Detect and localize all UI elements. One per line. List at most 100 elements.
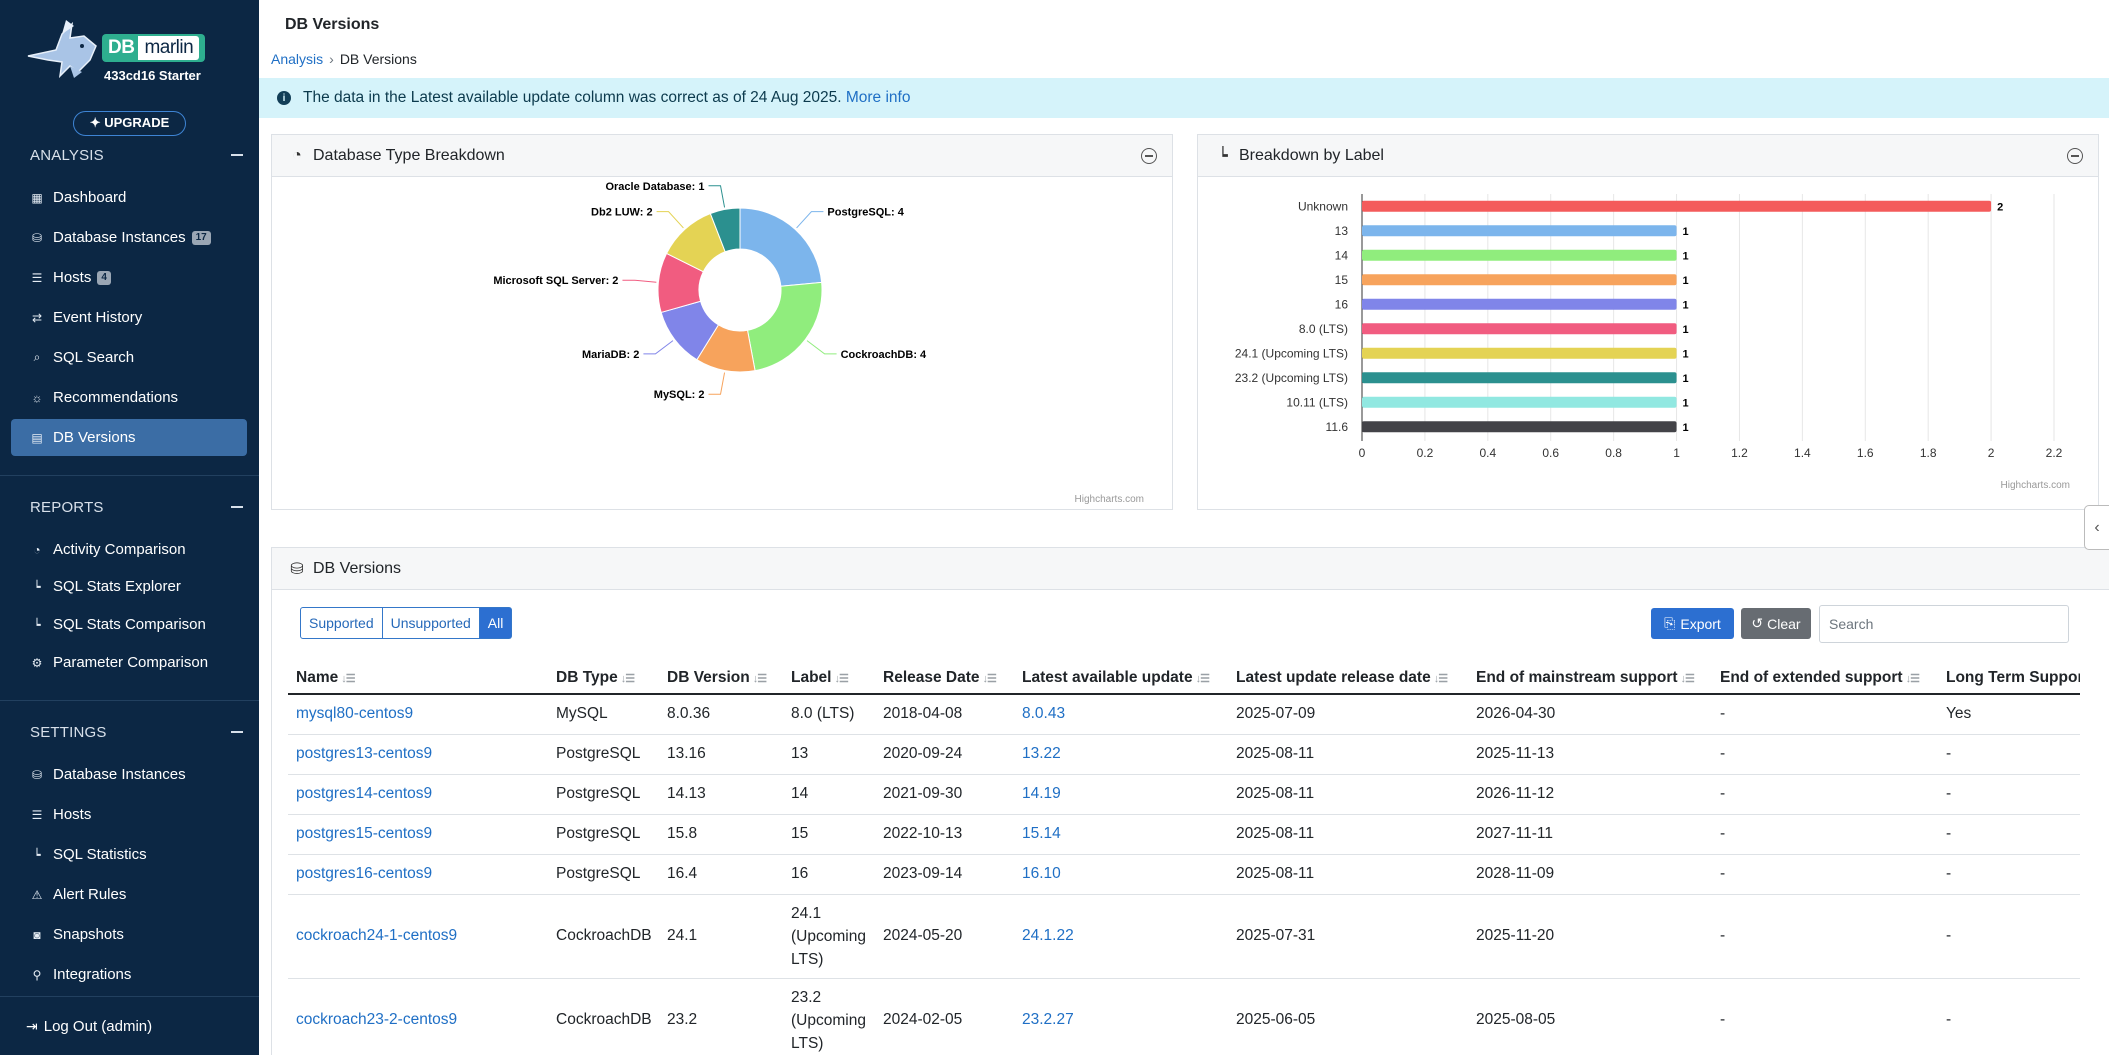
sidebar-item-hosts[interactable]: ☰ Hosts 4 bbox=[11, 259, 247, 296]
sidebar-item-integrations[interactable]: ⚲ Integrations bbox=[11, 956, 247, 993]
sidebar-item-sql-statistics[interactable]: ┕ SQL Statistics bbox=[11, 836, 247, 873]
sidebar-item-settings-hosts[interactable]: ☰ Hosts bbox=[31, 806, 92, 823]
bar[interactable] bbox=[1362, 323, 1677, 335]
sidebar-item-database-instances[interactable]: ⛁ Database Instances 17 bbox=[11, 219, 247, 256]
data-label: 1 bbox=[1683, 348, 1689, 360]
bar[interactable] bbox=[1362, 274, 1677, 286]
column-header[interactable]: DB Version ↓☰ bbox=[659, 662, 783, 695]
table-cell: 8.0.36 bbox=[659, 694, 783, 735]
category-label: 24.1 (Upcoming LTS) bbox=[1235, 346, 1348, 360]
pie-slice[interactable] bbox=[746, 281, 823, 372]
column-header[interactable]: Name ↓☰ bbox=[288, 662, 548, 695]
upgrade-button[interactable]: ✦ UPGRADE bbox=[73, 111, 186, 136]
instance-name-link[interactable]: cockroach24-1-centos9 bbox=[288, 894, 548, 979]
sort-icon[interactable]: ↓☰ bbox=[982, 672, 997, 685]
instance-name-link[interactable]: mysql80-centos9 bbox=[288, 694, 548, 735]
pie-slice[interactable] bbox=[709, 207, 741, 253]
db-versions-table-container[interactable]: Name ↓☰ DB Type ↓☰ DB Version ↓☰ Label ↓☰ Releas… bbox=[288, 662, 2080, 1055]
bar[interactable] bbox=[1362, 225, 1677, 237]
sort-icon[interactable]: ↓☰ bbox=[620, 672, 635, 685]
table-cell: - bbox=[1712, 774, 1938, 815]
sort-icon[interactable]: ↓☰ bbox=[1433, 672, 1448, 685]
lightbulb-icon: ☼ bbox=[31, 390, 43, 405]
sidebar-item-db-versions[interactable]: ▤ DB Versions bbox=[11, 419, 247, 456]
bar[interactable] bbox=[1362, 298, 1677, 310]
table-cell: Yes bbox=[1938, 694, 2080, 735]
chart-credit[interactable]: Highcharts.com bbox=[1075, 494, 1144, 505]
instance-name-link[interactable]: postgres16-centos9 bbox=[288, 854, 548, 895]
sidebar-item-sql-stats-comparison[interactable]: ┕ SQL Stats Comparison bbox=[11, 606, 247, 643]
bar[interactable] bbox=[1362, 421, 1677, 433]
latest-update-link[interactable]: 14.19 bbox=[1014, 774, 1228, 815]
export-file-icon: ⎘ bbox=[1664, 615, 1676, 631]
latest-update-link[interactable]: 24.1.22 bbox=[1014, 894, 1228, 979]
column-header[interactable]: End of mainstream support ↓☰ bbox=[1468, 662, 1712, 695]
collapse-icon[interactable] bbox=[2067, 148, 2083, 164]
sidebar-item-sql-search[interactable]: ⌕ SQL Search bbox=[11, 339, 247, 376]
filter-unsupported-button[interactable]: Unsupported bbox=[382, 607, 480, 639]
bar[interactable] bbox=[1362, 396, 1677, 408]
logout-link[interactable]: ⇥ Log Out (admin) bbox=[26, 1018, 153, 1035]
latest-update-link[interactable]: 23.2.27 bbox=[1014, 978, 1228, 1055]
settings-section-header[interactable]: SETTINGS bbox=[0, 717, 259, 747]
sidebar-item-sql-stats-explorer[interactable]: ┕ SQL Stats Explorer bbox=[11, 568, 247, 605]
column-header[interactable]: Latest update release date ↓☰ bbox=[1228, 662, 1468, 695]
bar[interactable] bbox=[1362, 347, 1677, 359]
sidebar-item-activity-comparison[interactable]: ◔ Activity Comparison bbox=[11, 531, 247, 568]
clear-button[interactable]: ↺ Clear bbox=[1741, 608, 1811, 639]
latest-update-link[interactable]: 15.14 bbox=[1014, 814, 1228, 855]
filter-supported-button[interactable]: Supported bbox=[300, 607, 383, 639]
analysis-section-header[interactable]: ANALYSIS bbox=[0, 140, 259, 170]
plug-icon: ⚲ bbox=[32, 967, 42, 982]
bar[interactable] bbox=[1362, 249, 1677, 261]
column-header[interactable]: Label ↓☰ bbox=[783, 662, 875, 695]
search-input[interactable] bbox=[1819, 605, 2069, 643]
sort-icon[interactable]: ↓☰ bbox=[1680, 672, 1695, 685]
bar[interactable] bbox=[1362, 200, 1992, 212]
table-cell: PostgreSQL bbox=[548, 854, 659, 895]
sidebar-item-settings-database-instances[interactable]: ⛁ Database Instances bbox=[31, 766, 186, 783]
table-cell: 2022-10-13 bbox=[875, 814, 1014, 855]
sort-icon[interactable]: ↓☰ bbox=[1195, 672, 1210, 685]
latest-update-link[interactable]: 8.0.43 bbox=[1014, 694, 1228, 735]
instance-name-link[interactable]: postgres14-centos9 bbox=[288, 774, 548, 815]
column-header[interactable]: Release Date ↓☰ bbox=[875, 662, 1014, 695]
sort-icon[interactable]: ↓☰ bbox=[1905, 672, 1920, 685]
column-header-label: Latest available update bbox=[1022, 668, 1193, 686]
sidebar-item-event-history[interactable]: ⇄ Event History bbox=[31, 309, 143, 326]
sidebar-item-snapshots[interactable]: ◙ Snapshots bbox=[11, 916, 247, 953]
breadcrumb-analysis-link[interactable]: Analysis bbox=[271, 51, 324, 67]
table-row: cockroach24-1-centos9 CockroachDB 24.1 24.1… bbox=[288, 894, 2080, 979]
pie-slice[interactable] bbox=[739, 207, 823, 287]
sidebar-item-recommendations[interactable]: ☼ Recommendations bbox=[31, 389, 179, 406]
reports-section-header[interactable]: REPORTS bbox=[0, 492, 259, 522]
instance-name-link[interactable]: postgres13-centos9 bbox=[288, 734, 548, 775]
collapse-icon[interactable] bbox=[1141, 148, 1157, 164]
column-header-label: End of mainstream support bbox=[1476, 668, 1678, 686]
sort-icon[interactable]: ↓☰ bbox=[752, 672, 767, 685]
instance-name-link[interactable]: postgres15-centos9 bbox=[288, 814, 548, 855]
filter-all-button[interactable]: All bbox=[479, 607, 513, 639]
bar[interactable] bbox=[1362, 372, 1677, 384]
column-header[interactable]: End of extended support ↓☰ bbox=[1712, 662, 1938, 695]
chevron-left-icon[interactable]: ‹ bbox=[2084, 505, 2109, 550]
column-header[interactable]: Latest available update ↓☰ bbox=[1014, 662, 1228, 695]
instance-name-link[interactable]: cockroach23-2-centos9 bbox=[288, 978, 548, 1055]
sort-icon[interactable]: ↓☰ bbox=[341, 672, 355, 685]
table-cell: - bbox=[1938, 894, 2080, 979]
sidebar-item-alert-rules[interactable]: ⚠ Alert Rules bbox=[31, 886, 127, 903]
sort-icon[interactable]: ↓☰ bbox=[834, 672, 848, 685]
table-cell: 2027-11-11 bbox=[1468, 814, 1712, 855]
chart-credit[interactable]: Highcharts.com bbox=[2001, 480, 2070, 491]
banner-text: The data in the Latest available update … bbox=[303, 89, 842, 106]
sidebar-item-dashboard[interactable]: ▦ Dashboard bbox=[31, 189, 127, 206]
sidebar-item-parameter-comparison[interactable]: ⚙ Parameter Comparison bbox=[31, 654, 209, 671]
more-info-link[interactable]: More info bbox=[845, 89, 911, 106]
column-header[interactable]: DB Type ↓☰ bbox=[548, 662, 659, 695]
export-button[interactable]: ⎘ Export bbox=[1651, 608, 1734, 639]
column-header[interactable]: Long Term Support bbox=[1938, 662, 2080, 695]
app-logo[interactable]: DB marlin 433cd16 Starter bbox=[26, 16, 216, 86]
bar-chart: Unknown 13 14 15 16 8.0 (LTS) 24.1 (Upcoming L… bbox=[1235, 194, 2070, 491]
latest-update-link[interactable]: 16.10 bbox=[1014, 854, 1228, 895]
latest-update-link[interactable]: 13.22 bbox=[1014, 734, 1228, 775]
